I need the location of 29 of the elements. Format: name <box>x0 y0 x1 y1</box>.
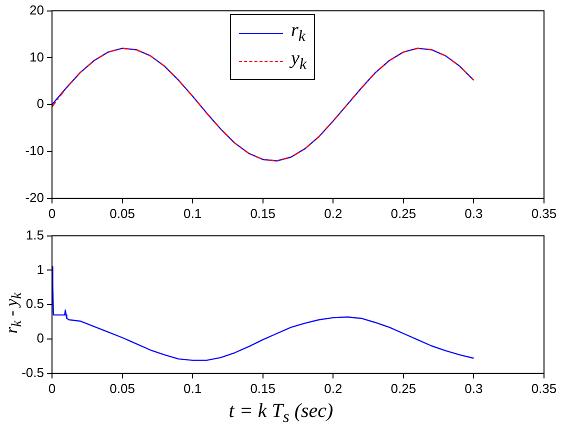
x-tick-label: 0.2 <box>324 206 342 221</box>
y-tick-label: 0.5 <box>26 296 44 312</box>
x-tick-label: 0.3 <box>464 206 483 221</box>
x-tick-label: 0.05 <box>110 380 135 396</box>
y-tick-label: -20 <box>25 190 44 205</box>
legend-label: r$_{k}$ <box>291 20 306 46</box>
y-tick-label: 20 <box>30 2 44 18</box>
x-tick-label: 0 <box>48 380 56 396</box>
y-tick-label: 1.5 <box>26 227 44 242</box>
x-tick-label: 0.3 <box>464 380 483 396</box>
x-tick-label: 0 <box>48 206 56 221</box>
x-axis-title: t = k T$_{s}$ (sec) <box>228 400 334 427</box>
x-tick-label: 0.2 <box>324 380 342 396</box>
y-tick-label: 1 <box>36 262 44 277</box>
y-tick-label: -0.5 <box>22 364 44 380</box>
x-tick-label: 0.1 <box>184 380 202 396</box>
x-tick-label: 0.05 <box>110 206 135 221</box>
x-tick-label: 0.35 <box>531 206 557 221</box>
y-tick-label: 0 <box>36 330 44 346</box>
y-tick-label: -10 <box>25 143 44 158</box>
x-tick-label: 0.25 <box>390 206 416 221</box>
x-tick-label: 0.25 <box>390 380 416 396</box>
x-tick-label: 0.15 <box>250 380 276 396</box>
y-tick-label: 0 <box>36 96 44 112</box>
y-tick-label: 10 <box>30 49 44 64</box>
x-tick-label: 0.35 <box>531 380 557 396</box>
legend-label: y$_{k}$ <box>291 48 306 74</box>
x-tick-label: 0.15 <box>250 206 276 221</box>
x-tick-label: 0.1 <box>184 206 202 221</box>
